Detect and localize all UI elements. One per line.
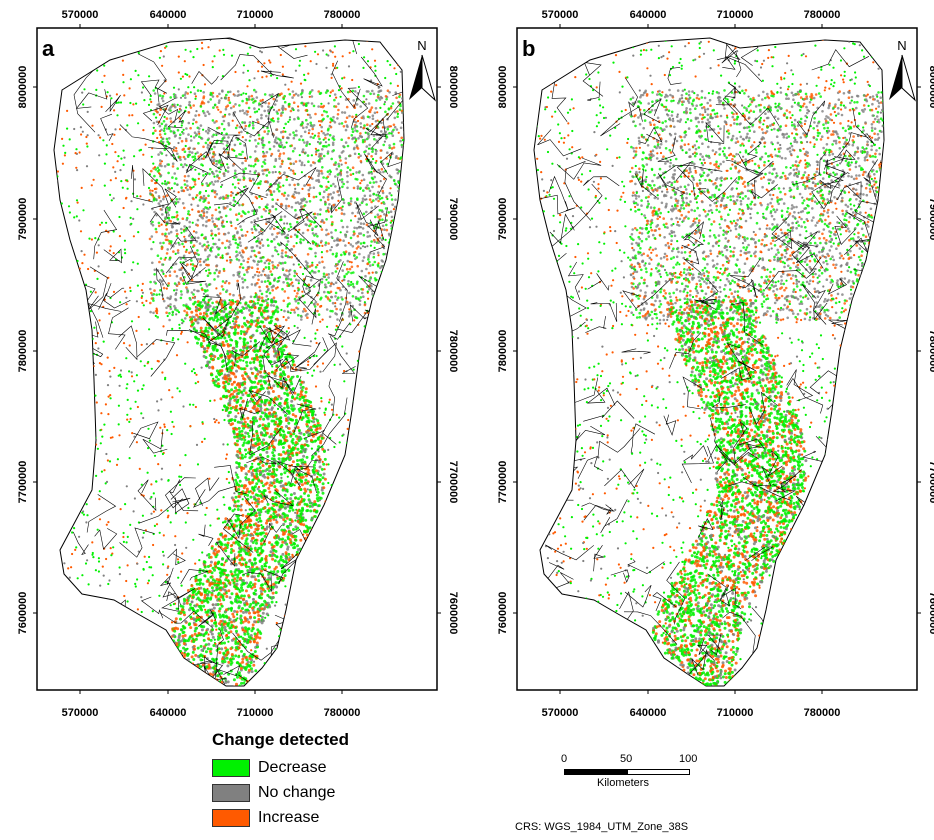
y-tick-right: 8000000: [447, 66, 459, 109]
legend-label-increase: Increase: [258, 809, 319, 827]
x-tick-top: 780000: [804, 9, 841, 21]
scale-bar-white-segment: [627, 769, 690, 775]
x-tick-top: 710000: [237, 9, 274, 21]
x-tick-bottom: 640000: [630, 707, 667, 719]
scale-unit: Kilometers: [597, 777, 649, 789]
legend-label-no-change: No change: [258, 784, 335, 802]
panel-letter: a: [42, 36, 55, 61]
scale-bar-black-segment: [564, 769, 627, 775]
x-tick-bottom: 780000: [324, 707, 361, 719]
x-tick-top: 710000: [717, 9, 754, 21]
scale-bar: 0 50 100 Kilometers: [555, 753, 715, 803]
legend-swatch-decrease: [212, 759, 250, 777]
x-tick-bottom: 780000: [804, 707, 841, 719]
x-tick-top: 570000: [62, 9, 99, 21]
x-tick-top: 640000: [630, 9, 667, 21]
y-tick-left: 8000000: [17, 66, 29, 109]
y-tick-right: 7800000: [927, 330, 934, 373]
legend-title: Change detected: [212, 730, 412, 750]
y-tick-right: 8000000: [927, 66, 934, 109]
legend-item-no-change: No change: [212, 781, 412, 805]
legend-swatch-no-change: [212, 784, 250, 802]
y-tick-right: 7700000: [927, 461, 934, 504]
map-panel-b: 570000 570000 640000 640000 710000 710000 7800…: [480, 0, 920, 700]
scale-label-50: 50: [620, 753, 632, 765]
map-panel-a: 570000 570000 640000 640000 710000 710000 7800…: [0, 0, 440, 700]
y-tick-left: 7700000: [17, 461, 29, 504]
panel-letter: b: [522, 36, 535, 61]
y-tick-right: 7700000: [447, 461, 459, 504]
y-tick-left: 7800000: [497, 330, 509, 373]
y-tick-left: 8000000: [497, 66, 509, 109]
scale-label-0: 0: [561, 753, 567, 765]
x-tick-bottom: 570000: [542, 707, 579, 719]
x-tick-top: 570000: [542, 9, 579, 21]
y-tick-left: 7900000: [497, 198, 509, 241]
y-tick-left: 7600000: [497, 592, 509, 635]
y-tick-right: 7900000: [447, 198, 459, 241]
legend: Change detected Decrease No change Incre…: [212, 730, 412, 831]
map-svg: 5700005700006400006400007100007100007800…: [0, 0, 440, 700]
y-tick-right: 7600000: [927, 592, 934, 635]
y-tick-right: 7800000: [447, 330, 459, 373]
legend-item-decrease: Decrease: [212, 756, 412, 780]
y-tick-left: 7700000: [497, 461, 509, 504]
x-tick-bottom: 710000: [237, 707, 274, 719]
crs-label: CRS: WGS_1984_UTM_Zone_38S: [515, 821, 688, 833]
y-tick-left: 7900000: [17, 198, 29, 241]
x-tick-bottom: 710000: [717, 707, 754, 719]
map-svg: 5700005700006400006400007100007100007800…: [480, 0, 920, 700]
scale-label-100: 100: [679, 753, 697, 765]
legend-label-decrease: Decrease: [258, 759, 326, 777]
y-tick-left: 7600000: [17, 592, 29, 635]
y-tick-right: 7600000: [447, 592, 459, 635]
y-tick-left: 7800000: [17, 330, 29, 373]
legend-swatch-increase: [212, 809, 250, 827]
x-tick-top: 640000: [150, 9, 187, 21]
x-tick-top: 780000: [324, 9, 361, 21]
x-tick-bottom: 570000: [62, 707, 99, 719]
x-tick-bottom: 640000: [150, 707, 187, 719]
y-tick-right: 7900000: [927, 198, 934, 241]
legend-item-increase: Increase: [212, 806, 412, 830]
